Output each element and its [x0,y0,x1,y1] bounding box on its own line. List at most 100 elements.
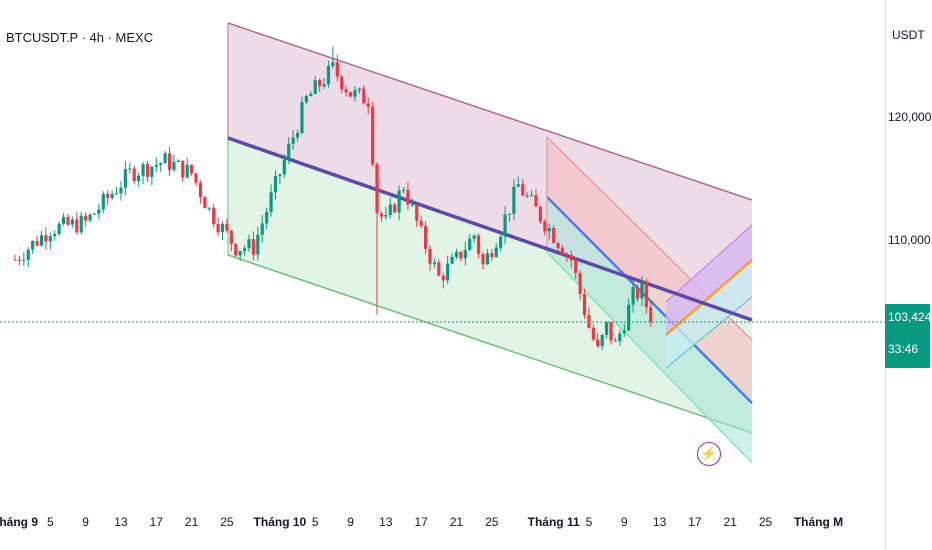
rising-violet-line [665,224,753,303]
candle [212,207,216,225]
candle [574,260,578,273]
time-tick: 5 [311,515,319,529]
symbol-title[interactable]: BTCUSDT.P · 4h · MEXC [6,30,154,45]
candle [543,221,547,232]
candle [318,80,322,87]
candle [357,88,361,91]
candle [384,214,388,217]
candle [552,228,556,243]
candle [181,160,185,178]
candle [481,253,485,265]
candle [39,235,44,246]
candle [97,209,101,214]
candle [401,190,406,192]
candle [229,230,233,244]
candle [503,214,507,237]
candle [17,259,22,261]
candle [423,225,428,249]
candle [507,213,512,215]
candle [441,275,445,281]
time-tick: 17 [149,515,163,529]
candle [128,168,132,170]
candle [582,293,587,315]
candle [454,251,459,257]
time-tick: 25 [758,515,773,529]
descending-blue-line [546,196,753,404]
candle [48,236,52,242]
candle [415,204,419,221]
candle [216,224,220,233]
candle [631,287,635,305]
candle [185,164,189,178]
candle [66,216,70,225]
candle [101,193,105,210]
candle [207,207,211,209]
rising-violet-zone [666,225,752,335]
candle [53,234,57,237]
candle [476,235,481,254]
candle [137,175,141,182]
candle [600,334,604,347]
price-tick-110000: 110,000.0 [888,233,932,247]
time-tick: 21 [184,515,199,529]
candle [494,247,498,257]
candle [388,204,392,215]
time-tick: 21 [449,515,464,529]
candle [106,193,110,199]
candle [190,164,194,174]
candle [529,195,534,197]
candle [13,259,17,261]
candle [428,248,432,264]
candle [446,263,450,281]
candle [159,163,163,165]
candle [114,193,119,195]
candle [596,339,600,347]
candle [269,192,273,212]
candle [154,164,158,167]
candle [406,190,410,205]
candle [485,253,490,265]
candle [26,249,30,261]
time-tick: 13 [379,515,393,529]
regression-line [227,136,753,322]
candle [287,143,291,160]
time-tick: 17 [688,515,702,529]
price-tick-120000: 120,000.0 [888,110,932,124]
candle [260,223,264,235]
candle [220,223,225,233]
bar-countdown: 33:46 [888,342,919,356]
candle [468,238,472,251]
time-tick: 9 [347,515,354,529]
candle [278,174,282,177]
candle [516,184,520,187]
price-axis[interactable] [885,0,932,550]
candle [35,240,39,246]
candle [635,287,640,299]
candle [282,159,286,175]
candle [366,103,370,107]
candle [335,62,339,77]
time-tick: 9 [82,515,89,529]
time-tick: 13 [652,515,667,529]
lightning-icon[interactable]: ⚡ [697,442,721,466]
candle [556,242,560,249]
candle [88,214,92,221]
time-tick: 5 [46,515,54,529]
candle [22,260,26,262]
time-tick: Tháng 9 [0,515,39,529]
candle [640,282,644,299]
candle [578,272,582,294]
candle [591,327,595,340]
currency-label[interactable]: USDT [892,28,925,42]
candle [57,223,61,235]
candle [141,164,145,176]
candle [560,248,565,255]
candle [450,256,454,264]
candle [331,62,335,66]
candle [362,88,366,104]
candle [353,90,357,97]
candle [569,255,573,261]
candle [194,173,198,183]
drawings-layer [0,22,885,464]
